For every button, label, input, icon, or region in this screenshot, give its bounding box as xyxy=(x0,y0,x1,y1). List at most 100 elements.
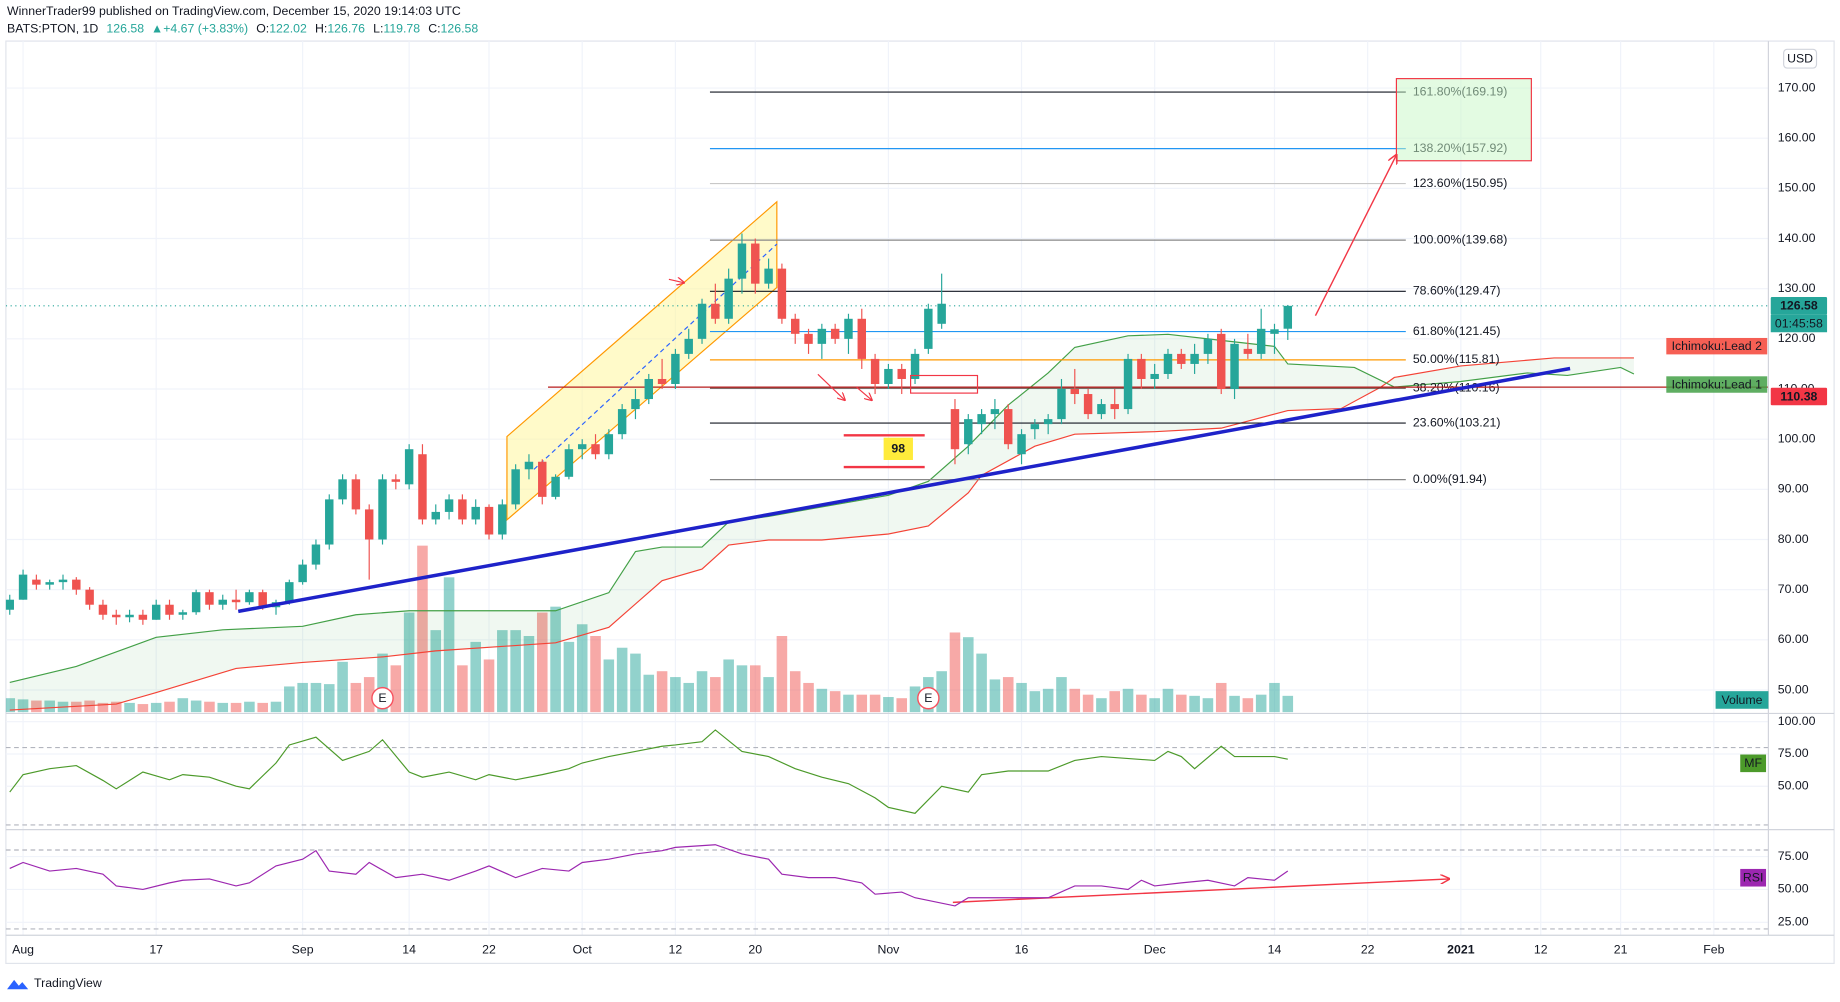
y-tick-label: 50.00 xyxy=(1778,778,1809,792)
volume-bar xyxy=(1069,688,1081,713)
candle-body xyxy=(1190,353,1199,364)
volume-bar xyxy=(856,694,868,713)
candle-body xyxy=(231,599,241,603)
indicator-line xyxy=(9,729,1288,814)
volume-bar xyxy=(1056,677,1067,713)
target-arrow xyxy=(1314,155,1396,316)
candle-body xyxy=(604,434,614,455)
candle-body xyxy=(790,318,800,334)
candle-body xyxy=(1070,389,1080,395)
volume-bar xyxy=(97,702,109,713)
ichimoku-line xyxy=(9,357,1634,711)
volume-bar xyxy=(1029,691,1041,713)
annotation: 98 xyxy=(891,442,905,456)
annotation-box xyxy=(883,437,913,460)
candle-body xyxy=(724,278,733,319)
volume-bar xyxy=(44,700,55,713)
candle-body xyxy=(697,303,707,339)
volume-bar xyxy=(1215,682,1227,713)
candle-body xyxy=(1017,434,1026,455)
volume-bar xyxy=(1002,677,1014,713)
candle-body xyxy=(338,479,347,500)
last-price-label-bg xyxy=(1770,297,1828,315)
change: ▲+4.67 (+3.83%) xyxy=(151,22,248,36)
fib-label: 123.60%(150.95) xyxy=(1413,176,1507,190)
volume-bar xyxy=(989,679,1001,713)
volume-bar xyxy=(110,701,122,713)
y-tick-label: 100.00 xyxy=(1778,431,1816,445)
x-tick-label: Dec xyxy=(1144,943,1166,957)
ohlc-label: O: xyxy=(256,22,269,36)
candle-body xyxy=(245,592,254,603)
volume-bar xyxy=(590,636,601,713)
candle-body xyxy=(1097,404,1106,415)
candle-body xyxy=(5,599,14,610)
x-tick-label: Sep xyxy=(292,943,314,957)
volume-bar xyxy=(523,636,535,713)
channel-median xyxy=(533,243,778,470)
y-tick-label: 160.00 xyxy=(1778,130,1816,144)
x-tick-label: 21 xyxy=(1614,943,1628,957)
candle-body xyxy=(165,604,174,615)
candle-body xyxy=(937,303,946,324)
indicator-line xyxy=(9,844,1289,907)
candle-body xyxy=(1256,328,1266,354)
volume-bar xyxy=(1202,698,1214,713)
candle-body xyxy=(804,333,813,344)
volume-bar xyxy=(1162,688,1174,713)
symbol: BATS:PTON, 1D xyxy=(7,22,98,36)
candle-body xyxy=(45,582,54,585)
candle-body xyxy=(1270,329,1279,334)
x-tick-label: Oct xyxy=(573,943,593,957)
candle-body xyxy=(1177,353,1186,364)
y-tick-label: 90.00 xyxy=(1778,482,1809,496)
volume-bar xyxy=(949,632,961,713)
ohlc-value: 126.76 xyxy=(327,22,365,36)
author-line: WinnerTrader99 published on TradingView.… xyxy=(7,4,461,18)
ichimoku-badge: Ichimoku:Lead 1 xyxy=(1672,377,1763,391)
candle-body xyxy=(378,479,387,540)
volume-bar xyxy=(1282,695,1294,713)
volume-bar xyxy=(164,701,175,713)
rsi-trend xyxy=(952,879,1449,904)
ohlc-label: L: xyxy=(373,22,383,36)
volume-bar xyxy=(749,665,761,713)
candle-body xyxy=(1243,348,1253,354)
candle-body xyxy=(444,499,454,512)
candle-body xyxy=(764,268,773,284)
fib-label: 0.00%(91.94) xyxy=(1413,472,1487,486)
volume-bar xyxy=(976,653,987,713)
candle-body xyxy=(511,469,520,505)
candle-body xyxy=(1137,358,1146,379)
ichimoku-badge-bg xyxy=(1666,376,1768,393)
earnings-label: E xyxy=(378,691,386,705)
x-tick-label: 22 xyxy=(1361,943,1375,957)
volume-bar xyxy=(483,659,495,713)
fib-label: 50.00%(115.81) xyxy=(1413,352,1500,366)
candle-body xyxy=(990,409,1000,415)
candle-body xyxy=(777,268,787,319)
candle-body xyxy=(1150,373,1159,379)
candle-body xyxy=(431,511,440,520)
volume-bar xyxy=(883,697,894,713)
fib-label: 23.60%(103.21) xyxy=(1413,415,1501,429)
volume-bar xyxy=(284,686,295,713)
drawings-back xyxy=(506,200,778,522)
volume-bar xyxy=(656,671,668,713)
volume-bar xyxy=(71,701,82,713)
arrow xyxy=(668,279,684,283)
volume-bar xyxy=(896,698,908,713)
volume-bar xyxy=(350,682,362,713)
candle-body xyxy=(870,358,880,384)
earnings-marker xyxy=(371,686,394,710)
volume-bar xyxy=(936,671,947,713)
grid xyxy=(5,41,1769,936)
volume-bar xyxy=(1189,695,1200,713)
logo-icon xyxy=(7,979,29,990)
y-tick-label: 120.00 xyxy=(1778,331,1816,345)
y-tick-label: 80.00 xyxy=(1778,532,1809,546)
x-tick-label: 14 xyxy=(1268,943,1282,957)
candle-body xyxy=(1283,305,1293,329)
candle-body xyxy=(644,378,653,400)
